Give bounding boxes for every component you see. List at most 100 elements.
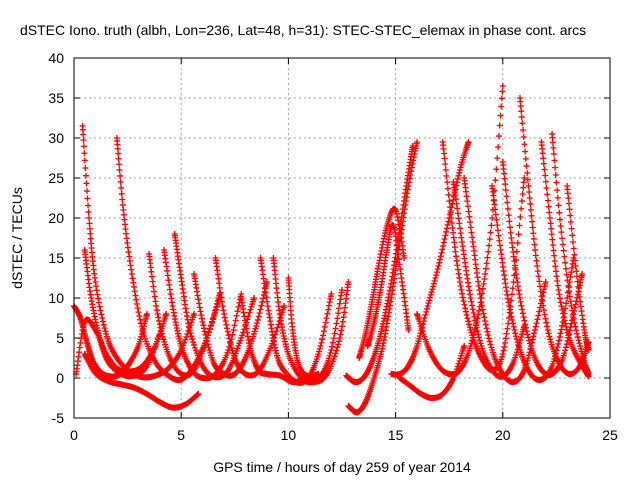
data-point bbox=[453, 200, 460, 207]
y-tick-label: 20 bbox=[48, 210, 64, 226]
data-point bbox=[523, 163, 530, 170]
data-point bbox=[567, 298, 574, 305]
data-point bbox=[558, 229, 565, 236]
data-point bbox=[142, 335, 149, 342]
data-point bbox=[562, 320, 569, 327]
data-point bbox=[117, 172, 124, 179]
data-point bbox=[480, 310, 487, 317]
data-point bbox=[166, 281, 173, 288]
data-point bbox=[439, 246, 446, 253]
data-point bbox=[524, 170, 531, 177]
data-point bbox=[494, 222, 501, 229]
data-point bbox=[138, 333, 145, 340]
data-point bbox=[261, 280, 268, 287]
data-point bbox=[230, 327, 237, 334]
data-point bbox=[462, 308, 469, 315]
data-point bbox=[489, 215, 496, 221]
data-point bbox=[204, 338, 211, 345]
data-point bbox=[513, 352, 520, 359]
data-point bbox=[244, 329, 251, 336]
data-point bbox=[151, 346, 158, 353]
data-point bbox=[561, 317, 568, 324]
data-point bbox=[575, 283, 582, 290]
data-point bbox=[522, 148, 529, 155]
plot-frame bbox=[73, 57, 611, 419]
data-point bbox=[519, 306, 526, 313]
data-point bbox=[517, 298, 524, 305]
data-point bbox=[521, 141, 528, 148]
data-point bbox=[555, 340, 562, 347]
data-point bbox=[158, 330, 165, 337]
data-point bbox=[558, 303, 565, 310]
data-point bbox=[499, 88, 506, 95]
data-point bbox=[444, 221, 451, 228]
data-point bbox=[569, 238, 576, 245]
data-point bbox=[82, 172, 89, 179]
data-point bbox=[96, 303, 103, 310]
data-point bbox=[504, 295, 511, 302]
data-point bbox=[93, 287, 100, 294]
data-point bbox=[550, 144, 557, 151]
data-point bbox=[233, 312, 240, 319]
data-point bbox=[500, 347, 507, 354]
data-point bbox=[507, 229, 514, 236]
x-axis-label: GPS time / hours of day 259 of year 2014 bbox=[213, 459, 471, 475]
data-point bbox=[211, 313, 218, 319]
data-point bbox=[77, 339, 84, 346]
data-point bbox=[441, 150, 448, 157]
data-point bbox=[568, 320, 575, 327]
data-point bbox=[336, 300, 343, 307]
data-point bbox=[466, 291, 473, 298]
data-point bbox=[523, 328, 530, 335]
data-point bbox=[524, 331, 531, 338]
data-point bbox=[568, 269, 575, 276]
data-point bbox=[195, 296, 202, 303]
data-point bbox=[395, 217, 402, 224]
data-point bbox=[325, 306, 332, 313]
data-point bbox=[422, 311, 429, 318]
data-point bbox=[526, 194, 533, 201]
data-point bbox=[153, 302, 160, 309]
data-point bbox=[85, 209, 92, 216]
data-point bbox=[338, 327, 345, 334]
data-point bbox=[468, 340, 475, 347]
data-point bbox=[316, 348, 323, 355]
data-point bbox=[505, 299, 512, 306]
data-point bbox=[339, 318, 346, 325]
data-point bbox=[334, 315, 341, 322]
data-point bbox=[198, 312, 205, 319]
y-axis-label: dSTEC / TECUs bbox=[9, 187, 25, 289]
data-point bbox=[546, 215, 553, 221]
data-point bbox=[512, 330, 519, 337]
data-point bbox=[152, 298, 159, 305]
data-point bbox=[559, 306, 566, 313]
data-point bbox=[554, 278, 561, 285]
series-arc19 bbox=[364, 222, 412, 349]
data-point bbox=[555, 202, 562, 209]
data-point bbox=[482, 270, 489, 277]
data-point bbox=[517, 213, 524, 220]
data-point bbox=[430, 280, 437, 287]
data-point bbox=[321, 323, 328, 330]
data-point bbox=[477, 340, 484, 347]
data-point bbox=[533, 320, 540, 327]
data-point bbox=[418, 325, 425, 332]
data-point bbox=[132, 292, 139, 299]
data-point bbox=[531, 330, 538, 337]
data-point bbox=[518, 108, 525, 115]
data-point bbox=[499, 351, 506, 357]
data-point bbox=[533, 257, 540, 264]
data-point bbox=[454, 175, 461, 182]
data-point bbox=[498, 103, 505, 110]
data-point bbox=[248, 303, 255, 310]
data-point bbox=[540, 307, 547, 314]
data-point bbox=[227, 338, 234, 345]
data-point bbox=[81, 157, 88, 164]
data-point bbox=[251, 295, 258, 301]
data-point bbox=[158, 327, 165, 334]
data-point bbox=[569, 311, 576, 318]
data-point bbox=[191, 344, 198, 351]
data-point bbox=[513, 333, 520, 340]
data-point bbox=[515, 231, 522, 238]
data-point bbox=[78, 331, 85, 337]
